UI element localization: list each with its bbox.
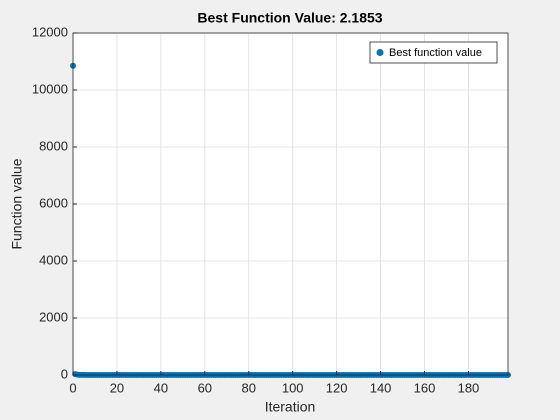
x-tick-label: 80: [242, 380, 256, 395]
x-tick-label: 120: [326, 380, 348, 395]
y-tick-label: 2000: [39, 309, 68, 324]
x-axis-label: Iteration: [265, 399, 316, 415]
legend-label: Best function value: [389, 47, 482, 59]
x-tick-label: 20: [110, 380, 124, 395]
y-tick-label: 8000: [39, 138, 68, 153]
x-tick-label: 180: [458, 380, 480, 395]
chart-title: Best Function Value: 2.1853: [197, 10, 382, 26]
x-tick-label: 140: [370, 380, 392, 395]
x-tick-label: 60: [198, 380, 212, 395]
y-tick-label: 0: [61, 366, 68, 381]
x-tick-label: 100: [282, 380, 304, 395]
x-tick-label: 40: [154, 380, 168, 395]
y-tick-label: 12000: [32, 24, 68, 39]
legend-box: [369, 41, 498, 64]
legend: Best function value: [369, 41, 498, 64]
legend-marker: [376, 49, 384, 56]
x-tick-label: 0: [69, 380, 76, 395]
y-tick-label: 10000: [32, 81, 68, 96]
y-tick-label: 4000: [39, 252, 68, 267]
x-tick-label: 160: [414, 380, 436, 395]
y-axis-label: Function value: [9, 158, 25, 249]
y-tick-label: 6000: [39, 195, 68, 210]
